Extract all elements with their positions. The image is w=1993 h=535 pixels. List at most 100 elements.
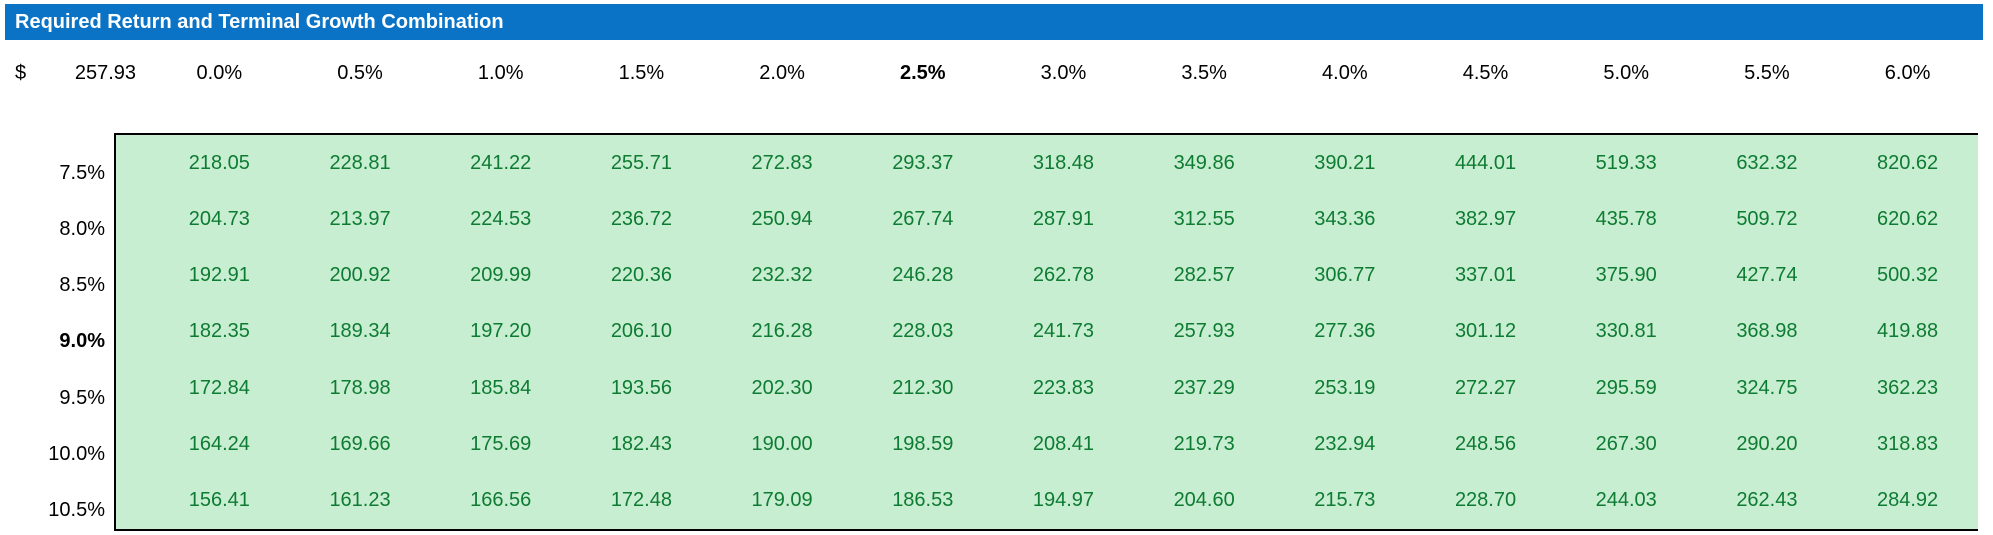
- table-cell[interactable]: 197.20: [470, 320, 532, 343]
- table-cell[interactable]: 241.22: [470, 151, 532, 174]
- table-cell[interactable]: 224.53: [470, 207, 532, 230]
- table-cell[interactable]: 509.72: [1736, 207, 1798, 230]
- table-cell[interactable]: 209.99: [470, 264, 532, 287]
- table-cell[interactable]: 277.36: [1314, 320, 1376, 343]
- table-cell[interactable]: 161.23: [329, 489, 391, 512]
- column-header-cell[interactable]: 4.0%: [1322, 62, 1368, 84]
- row-header-cell[interactable]: 10.5%: [48, 499, 105, 522]
- column-header-cell[interactable]: 2.0%: [759, 62, 805, 84]
- column-header-cell[interactable]: 6.0%: [1884, 62, 1931, 84]
- table-cell[interactable]: 293.37: [892, 151, 954, 174]
- table-cell[interactable]: 186.53: [892, 489, 954, 512]
- table-cell[interactable]: 820.62: [1877, 151, 1939, 174]
- table-cell[interactable]: 192.91: [188, 264, 250, 287]
- row-header-cell[interactable]: 8.0%: [59, 217, 105, 240]
- table-cell[interactable]: 419.88: [1877, 320, 1939, 343]
- table-cell[interactable]: 198.59: [892, 433, 954, 456]
- table-cell[interactable]: 236.72: [610, 207, 672, 230]
- table-cell[interactable]: 444.01: [1454, 151, 1517, 174]
- row-header-cell[interactable]: 9.0%: [59, 330, 105, 353]
- table-cell[interactable]: 250.94: [751, 207, 813, 230]
- table-cell[interactable]: 632.32: [1736, 151, 1798, 174]
- table-cell[interactable]: 343.36: [1314, 207, 1376, 230]
- table-cell[interactable]: 390.21: [1314, 151, 1376, 174]
- table-cell[interactable]: 267.74: [892, 207, 954, 230]
- table-cell[interactable]: 257.93: [1173, 320, 1235, 343]
- table-cell[interactable]: 306.77: [1314, 264, 1376, 287]
- table-cell[interactable]: 208.41: [1032, 433, 1095, 456]
- table-cell[interactable]: 382.97: [1454, 207, 1517, 230]
- table-cell[interactable]: 194.97: [1032, 489, 1095, 512]
- table-cell[interactable]: 172.84: [188, 376, 250, 399]
- row-header-cell[interactable]: 9.5%: [59, 386, 105, 409]
- table-cell[interactable]: 272.83: [751, 151, 813, 174]
- table-cell[interactable]: 228.81: [329, 151, 391, 174]
- table-cell[interactable]: 427.74: [1736, 264, 1798, 287]
- row-header-cell[interactable]: 10.0%: [48, 443, 105, 466]
- table-cell[interactable]: 164.24: [188, 433, 250, 456]
- table-cell[interactable]: 202.30: [751, 376, 813, 399]
- table-cell[interactable]: 287.91: [1032, 207, 1095, 230]
- table-cell[interactable]: 200.92: [329, 264, 391, 287]
- table-cell[interactable]: 241.73: [1032, 320, 1095, 343]
- table-cell[interactable]: 244.03: [1595, 489, 1657, 512]
- table-cell[interactable]: 185.84: [470, 376, 532, 399]
- column-header-cell[interactable]: 2.5%: [899, 62, 946, 84]
- column-header-cell[interactable]: 0.5%: [337, 62, 383, 84]
- table-cell[interactable]: 182.35: [188, 320, 250, 343]
- table-cell[interactable]: 232.94: [1314, 433, 1376, 456]
- section-title-bar[interactable]: Required Return and Terminal Growth Comb…: [5, 4, 1983, 40]
- column-header-cell[interactable]: 1.5%: [618, 62, 665, 84]
- table-cell[interactable]: 166.56: [470, 489, 532, 512]
- table-cell[interactable]: 204.73: [188, 207, 250, 230]
- table-cell[interactable]: 189.34: [329, 320, 391, 343]
- table-cell[interactable]: 204.60: [1173, 489, 1235, 512]
- table-cell[interactable]: 248.56: [1454, 433, 1517, 456]
- table-cell[interactable]: 156.41: [188, 489, 250, 512]
- column-header-cell[interactable]: 3.5%: [1181, 62, 1227, 84]
- table-cell[interactable]: 312.55: [1173, 207, 1235, 230]
- table-cell[interactable]: 228.70: [1454, 489, 1517, 512]
- table-cell[interactable]: 267.30: [1595, 433, 1657, 456]
- table-cell[interactable]: 337.01: [1454, 264, 1517, 287]
- table-cell[interactable]: 301.12: [1454, 320, 1517, 343]
- table-cell[interactable]: 216.28: [751, 320, 813, 343]
- table-cell[interactable]: 213.97: [329, 207, 391, 230]
- table-cell[interactable]: 253.19: [1314, 376, 1376, 399]
- table-cell[interactable]: 232.32: [751, 264, 813, 287]
- table-cell[interactable]: 324.75: [1736, 376, 1798, 399]
- table-cell[interactable]: 219.73: [1173, 433, 1235, 456]
- column-header-cell[interactable]: 5.5%: [1744, 62, 1790, 84]
- table-cell[interactable]: 218.05: [188, 151, 250, 174]
- table-cell[interactable]: 375.90: [1595, 264, 1657, 287]
- table-cell[interactable]: 262.78: [1032, 264, 1095, 287]
- column-header-cell[interactable]: 0.0%: [196, 62, 243, 84]
- table-cell[interactable]: 215.73: [1314, 489, 1376, 512]
- table-cell[interactable]: 246.28: [892, 264, 954, 287]
- column-header-cell[interactable]: 1.0%: [477, 62, 524, 84]
- table-cell[interactable]: 175.69: [470, 433, 532, 456]
- table-cell[interactable]: 190.00: [751, 433, 813, 456]
- table-cell[interactable]: 368.98: [1736, 320, 1798, 343]
- table-cell[interactable]: 500.32: [1877, 264, 1939, 287]
- table-cell[interactable]: 284.92: [1877, 489, 1939, 512]
- table-cell[interactable]: 262.43: [1736, 489, 1798, 512]
- table-cell[interactable]: 206.10: [610, 320, 672, 343]
- table-cell[interactable]: 519.33: [1595, 151, 1657, 174]
- row-header-cell[interactable]: 7.5%: [59, 161, 105, 184]
- table-cell[interactable]: 220.36: [610, 264, 672, 287]
- table-cell[interactable]: 282.57: [1173, 264, 1235, 287]
- table-cell[interactable]: 255.71: [610, 151, 672, 174]
- table-cell[interactable]: 169.66: [329, 433, 391, 456]
- table-cell[interactable]: 290.20: [1736, 433, 1798, 456]
- table-cell[interactable]: 349.86: [1173, 151, 1235, 174]
- table-cell[interactable]: 182.43: [610, 433, 672, 456]
- table-cell[interactable]: 179.09: [751, 489, 813, 512]
- table-cell[interactable]: 435.78: [1595, 207, 1657, 230]
- table-cell[interactable]: 178.98: [329, 376, 391, 399]
- table-cell[interactable]: 330.81: [1595, 320, 1657, 343]
- row-header-cell[interactable]: 8.5%: [59, 274, 105, 297]
- table-cell[interactable]: 228.03: [892, 320, 954, 343]
- table-cell[interactable]: 172.48: [610, 489, 672, 512]
- base-share-price-cell[interactable]: 257.93: [74, 62, 136, 84]
